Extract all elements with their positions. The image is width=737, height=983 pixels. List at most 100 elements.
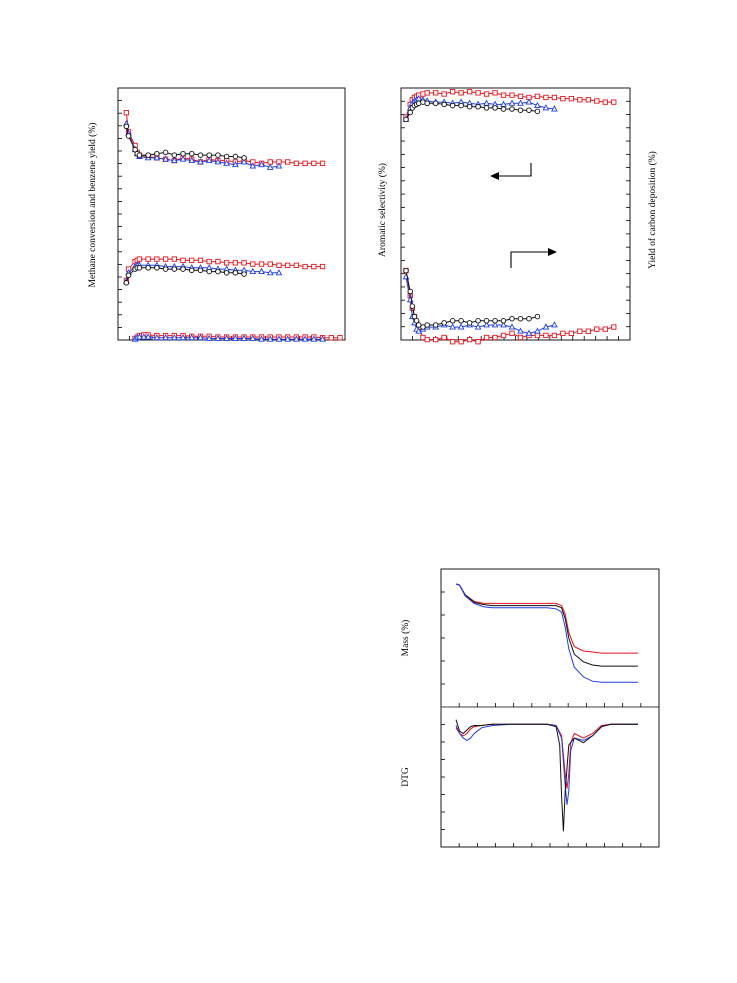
b-point-3-18 [517,334,524,341]
a-point-3-12 [206,258,212,265]
b-point-3-7 [424,336,430,343]
b-point-5-0 [403,267,409,274]
b-point-0-7 [424,90,430,96]
a-point-3-11 [197,257,204,263]
b-point-1-20 [534,101,541,109]
b-point-3-26 [585,328,591,334]
b-point-0-21 [543,94,549,101]
c-mass-series-line-0 [455,583,638,654]
a-point-5-1 [125,272,132,279]
a-point-3-15 [232,260,239,266]
a-point-1-9 [179,155,187,162]
c-dtg-series-0 [455,723,638,789]
b-point-3-28 [602,326,608,332]
left-axis-arrowhead [490,172,499,180]
a-point-5-0 [123,280,130,286]
b-point-0-23 [560,95,566,102]
left-axis-arrow [498,163,532,177]
a-point-4-17 [249,267,257,275]
a-point-7-5 [153,334,161,341]
b-point-3-9 [441,334,447,341]
a-point-5-6 [154,265,160,271]
a-point-2-4 [136,152,143,158]
a-point-2-5 [145,152,151,158]
a-point-7-13 [223,334,230,341]
b-point-4-15 [491,321,499,328]
panel-a-ticks [118,100,335,340]
a-point-7-8 [179,334,187,341]
c-mass-series-line-1 [455,583,638,667]
b-point-5-3 [411,313,418,320]
a-point-2-13 [215,152,221,158]
a-point-3-7 [162,256,169,262]
c-mass-series-line-2 [455,583,638,683]
b-point-5-6 [420,324,426,330]
a-point-2-1 [125,133,132,139]
b-point-3-17 [509,330,515,336]
a-point-1-12 [205,156,213,164]
a-point-0-21 [285,159,291,165]
b-point-4-10 [449,323,456,330]
a-point-1-17 [249,162,257,169]
b-point-4-17 [508,323,516,330]
b-point-0-27 [594,98,600,104]
b-point-4-14 [483,321,490,328]
a-point-3-6 [154,256,160,262]
a-point-0-22 [293,160,300,166]
a-point-2-2 [132,146,138,153]
b-point-5-11 [458,318,464,324]
b-point-3-10 [449,339,456,345]
b-point-0-26 [585,97,591,103]
a-point-3-19 [267,261,273,267]
a-point-1-7 [162,155,169,162]
b-point-0-17 [509,92,515,98]
panel-c-ylabel-dtg: DTG [401,767,411,787]
b-point-0-14 [483,91,490,97]
b-point-1-22 [551,105,558,112]
c-mass-series-0 [455,583,638,654]
a-series-2 [123,123,247,161]
a-point-1-14 [223,159,230,166]
b-point-3-29 [611,324,617,330]
b-point-1-14 [483,99,490,106]
a-point-7-18 [266,335,274,342]
b-point-3-14 [483,334,490,341]
b-point-3-6 [420,334,426,341]
b-point-5-13 [475,318,481,324]
a-point-1-6 [153,154,161,161]
b-point-0-28 [602,99,608,105]
b-point-5-1 [407,288,413,295]
b-point-2-10 [449,102,456,109]
b-point-5-20 [534,313,541,320]
a-point-3-24 [311,263,317,270]
a-point-3-25 [319,263,326,270]
c-mass-series-2 [455,583,638,683]
a-point-7-11 [205,334,213,341]
right-axis-arrow [510,251,548,268]
c-dtg-series-line-0 [455,723,638,789]
a-series-5 [123,265,247,286]
b-point-0-22 [551,94,558,101]
b-point-5-2 [409,303,416,309]
b-point-4-11 [457,323,465,330]
a-point-1-8 [170,156,178,164]
b-series-3 [403,267,617,345]
b-point-5-15 [492,318,498,324]
b-point-3-21 [543,332,549,339]
b-point-5-16 [500,318,507,324]
b-point-2-14 [483,105,490,111]
b-point-2-13 [475,103,481,110]
b-point-2-0 [403,116,409,123]
a-series-1 [123,119,283,170]
b-point-4-19 [525,329,533,336]
a-point-5-12 [206,268,212,275]
a-point-2-12 [206,152,212,158]
b-point-5-12 [466,320,473,326]
a-point-1-13 [214,158,222,165]
b-point-3-12 [466,336,473,343]
b-point-0-25 [577,97,583,103]
b-point-3-23 [560,330,566,336]
a-point-3-22 [293,262,300,268]
b-point-5-17 [509,315,515,322]
